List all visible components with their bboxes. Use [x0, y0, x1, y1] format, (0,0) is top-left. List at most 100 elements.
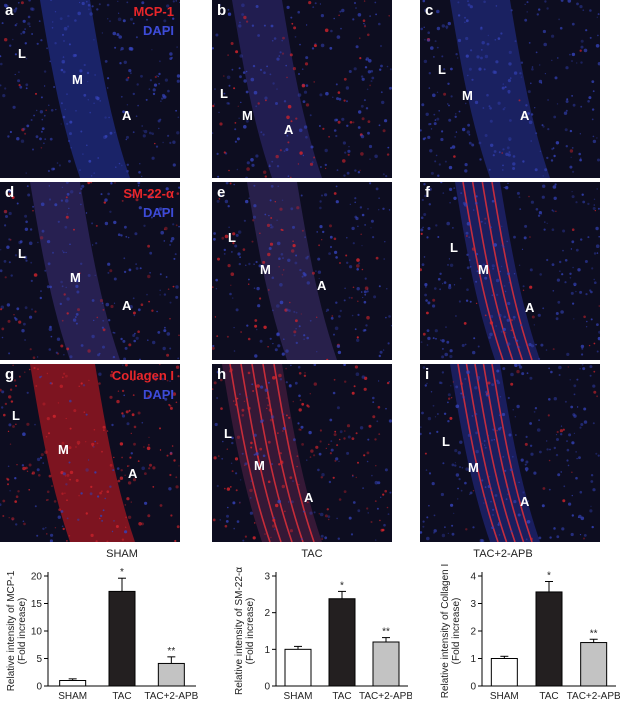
y-axis-label: Relative intensity of SM-22-α: [234, 567, 245, 695]
bar: [328, 598, 356, 687]
tissue-image: [212, 0, 392, 178]
significance-mark: *: [547, 571, 551, 582]
x-category-label: TAC+2-APB: [359, 691, 412, 702]
y-tick-label: 3: [264, 572, 270, 583]
tissue-image: [0, 364, 180, 542]
significance-mark: **: [382, 627, 390, 638]
x-category-label: SHAM: [284, 691, 313, 702]
tissue-image: [0, 182, 180, 360]
collagen-bar-chart: Relative intensity of Collagen I (Fold in…: [440, 564, 620, 702]
bar: [157, 662, 185, 687]
panel-letter: b: [217, 2, 227, 19]
x-category-label: TAC+2-APB: [567, 691, 620, 702]
column-title-tac: TAC: [301, 548, 323, 560]
y-tick-label: 0: [36, 682, 42, 693]
column-title-sham: SHAM: [106, 548, 138, 560]
sm22-bar-chart: Relative intensity of SM-22-α (Fold incre…: [234, 567, 412, 702]
panel-letter: g: [5, 366, 15, 383]
region-label-l: L: [220, 86, 228, 101]
region-label-a: A: [304, 490, 314, 505]
region-label-l: L: [18, 46, 26, 61]
stain-marker-label: MCP-1: [133, 4, 174, 19]
significance-mark: *: [120, 567, 124, 578]
x-category-label: TAC+2-APB: [144, 691, 198, 702]
y-tick-label: 3: [470, 599, 476, 610]
region-label-a: A: [128, 466, 138, 481]
y-axis-label-unit: (Fold increase): [17, 598, 28, 665]
y-tick-label: 5: [36, 654, 42, 665]
panel-letter: a: [5, 2, 14, 19]
panel-letter: c: [425, 2, 434, 19]
region-label-l: L: [442, 434, 450, 449]
y-tick-label: 0: [264, 682, 270, 693]
bar: [284, 648, 312, 687]
y-tick-label: 20: [31, 572, 43, 583]
region-label-a: A: [317, 278, 327, 293]
tissue-image: [212, 182, 392, 360]
significance-mark: *: [340, 580, 344, 591]
y-tick-label: 1: [470, 654, 476, 665]
y-tick-label: 4: [470, 572, 476, 583]
micrograph-panel-d: d SM-22-α DAPI L M A: [0, 182, 180, 360]
micrograph-panel-i: i L M A: [420, 364, 600, 542]
significance-mark: **: [590, 628, 598, 639]
bar: [108, 590, 136, 687]
region-label-l: L: [438, 62, 446, 77]
region-label-m: M: [70, 270, 81, 285]
mcp1-bar-chart: Relative intensity of MCP-1 (Fold increas…: [6, 567, 199, 702]
region-label-l: L: [18, 246, 26, 261]
significance-mark: **: [167, 646, 175, 657]
x-category-label: TAC: [112, 691, 131, 702]
micrograph-panel-e: e L M A: [212, 182, 392, 360]
micrograph-panel-g: g Collagen I DAPI L M A: [0, 364, 180, 542]
y-axis-label: Relative intensity of Collagen I: [440, 564, 451, 699]
bar: [490, 658, 518, 687]
region-label-m: M: [260, 262, 271, 277]
region-label-m: M: [468, 460, 479, 475]
stain-legend: SM-22-α DAPI: [123, 184, 174, 222]
bar: [580, 642, 608, 687]
region-label-a: A: [122, 108, 132, 123]
stain-dapi-label: DAPI: [142, 387, 174, 402]
region-label-a: A: [520, 494, 530, 509]
panel-letter: e: [217, 184, 226, 201]
y-axis-label: Relative intensity of MCP-1: [6, 570, 17, 691]
region-label-a: A: [122, 298, 132, 313]
tissue-image: [420, 182, 600, 360]
region-label-l: L: [12, 408, 20, 423]
panel-letter: i: [425, 366, 430, 383]
micrograph-panel-c: c L M A: [420, 0, 600, 178]
stain-marker-label: SM-22-α: [123, 186, 174, 201]
region-label-a: A: [284, 122, 294, 137]
y-tick-label: 10: [31, 627, 43, 638]
y-axis-label-unit: (Fold increase): [245, 598, 256, 665]
column-title-tac-apb: TAC+2-APB: [473, 548, 533, 560]
region-label-m: M: [462, 88, 473, 103]
y-tick-label: 2: [470, 627, 476, 638]
micrograph-panel-f: f L M A: [420, 182, 600, 360]
x-category-label: TAC: [332, 691, 351, 702]
tissue-image: [212, 364, 392, 542]
region-label-m: M: [242, 108, 253, 123]
x-category-label: SHAM: [58, 691, 87, 702]
tissue-image: [0, 0, 180, 178]
micrograph-panel-a: a MCP-1 DAPI L M A: [0, 0, 180, 178]
panel-letter: f: [425, 184, 430, 201]
region-label-m: M: [254, 458, 265, 473]
tissue-image: [420, 364, 600, 542]
panel-letter: h: [217, 366, 227, 383]
bar: [372, 641, 400, 687]
panel-letter: d: [5, 184, 15, 201]
stain-dapi-label: DAPI: [142, 205, 174, 220]
stain-legend: Collagen I DAPI: [112, 366, 174, 404]
y-tick-label: 1: [264, 645, 270, 656]
y-axis-label-unit: (Fold increase): [451, 598, 462, 665]
region-label-m: M: [478, 262, 489, 277]
region-label-m: M: [58, 442, 69, 457]
region-label-a: A: [525, 300, 535, 315]
stain-legend: MCP-1 DAPI: [134, 2, 174, 40]
y-tick-label: 0: [470, 682, 476, 693]
region-label-a: A: [520, 108, 530, 123]
region-label-l: L: [450, 240, 458, 255]
